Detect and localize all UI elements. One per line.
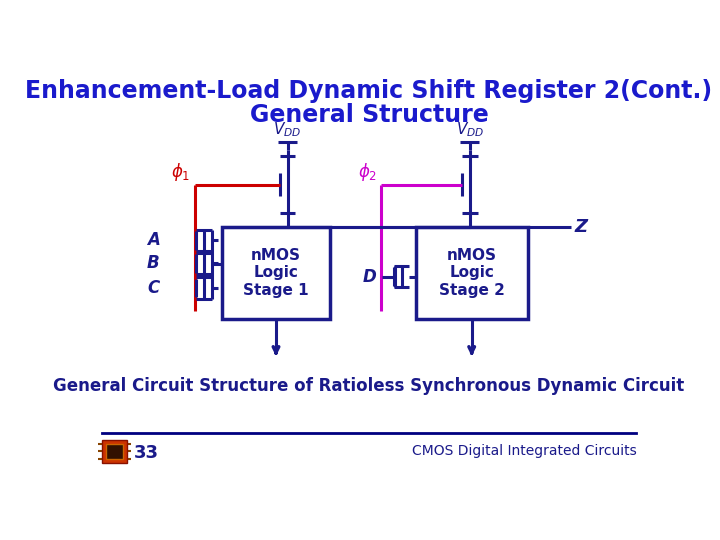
Text: Enhancement-Load Dynamic Shift Register 2(Cont.): Enhancement-Load Dynamic Shift Register …: [25, 79, 713, 103]
Bar: [222, 226, 330, 319]
Text: C: C: [148, 279, 160, 297]
Bar: [415, 226, 528, 319]
Text: CMOS Digital Integrated Circuits: CMOS Digital Integrated Circuits: [412, 444, 636, 458]
Text: A: A: [147, 231, 160, 249]
Bar: [102, 440, 127, 463]
Text: $V_{DD}$: $V_{DD}$: [456, 121, 484, 139]
Text: 33: 33: [133, 444, 158, 462]
Text: General Structure: General Structure: [250, 103, 488, 127]
Text: nMOS
Logic
Stage 2: nMOS Logic Stage 2: [438, 248, 505, 298]
Text: nMOS
Logic
Stage 1: nMOS Logic Stage 1: [243, 248, 309, 298]
Bar: [106, 444, 123, 459]
Text: B: B: [147, 254, 160, 273]
Text: $\phi_1$: $\phi_1$: [171, 161, 191, 183]
Text: General Circuit Structure of Ratioless Synchronous Dynamic Circuit: General Circuit Structure of Ratioless S…: [53, 377, 685, 395]
Text: D: D: [363, 267, 377, 286]
Text: $V_{DD}$: $V_{DD}$: [274, 121, 302, 139]
Text: Z: Z: [575, 218, 588, 235]
Text: $\phi_2$: $\phi_2$: [358, 161, 377, 183]
